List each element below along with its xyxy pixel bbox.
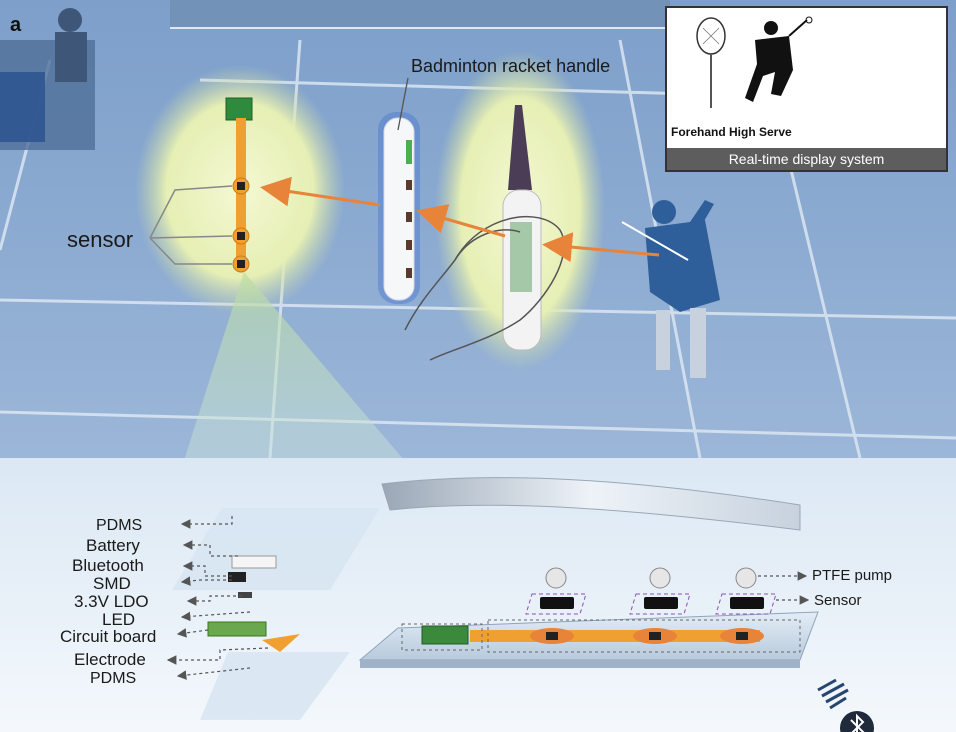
layer-label-pdms-top: PDMS (96, 517, 143, 534)
device-strip (358, 611, 819, 668)
racket-in-hand (404, 105, 565, 361)
layer-label-smd: SMD (93, 574, 131, 593)
handle-label: Badminton racket handle (411, 56, 611, 76)
layer-label-bluetooth: Bluetooth (72, 556, 144, 575)
player-silhouette-icon (745, 16, 813, 102)
display-caption: Real-time display system (667, 148, 946, 170)
racket-icon (696, 17, 726, 108)
encapsulation-wave (381, 477, 801, 531)
right-label-leaders (758, 571, 810, 605)
layer-label-pdms-bottom: PDMS (90, 670, 137, 687)
flexible-sensor-strip (225, 97, 253, 273)
player-figure (621, 200, 720, 378)
real-time-display-box: Forehand High Serve Real-time display sy… (665, 6, 948, 172)
bluetooth-icon (840, 711, 874, 732)
serve-label: Forehand High Serve (671, 125, 792, 139)
racket-handle-tube (378, 112, 420, 304)
sensor-chip-label: Sensor (814, 592, 862, 609)
layer-leaders (166, 516, 269, 680)
layer-label-ldo: 3.3V LDO (74, 592, 149, 611)
layer-label-electrode: Electrode (74, 650, 146, 669)
sensor-label: sensor (67, 227, 134, 252)
layer-label-battery: Battery (86, 536, 140, 555)
flow-arrows (260, 176, 660, 263)
spectator-area (0, 8, 95, 150)
badminton-net (170, 0, 670, 29)
layer-label-led: LED (102, 610, 136, 629)
pump-and-sensor-units (525, 567, 777, 615)
handle-label-leader (397, 77, 409, 131)
layer-label-circuit-board: Circuit board (60, 627, 157, 646)
wireless-signal-icon (817, 678, 849, 710)
sensor-bracket (149, 185, 233, 265)
panel-label: a (10, 14, 22, 36)
pump-label: PTFE pump (812, 567, 893, 584)
